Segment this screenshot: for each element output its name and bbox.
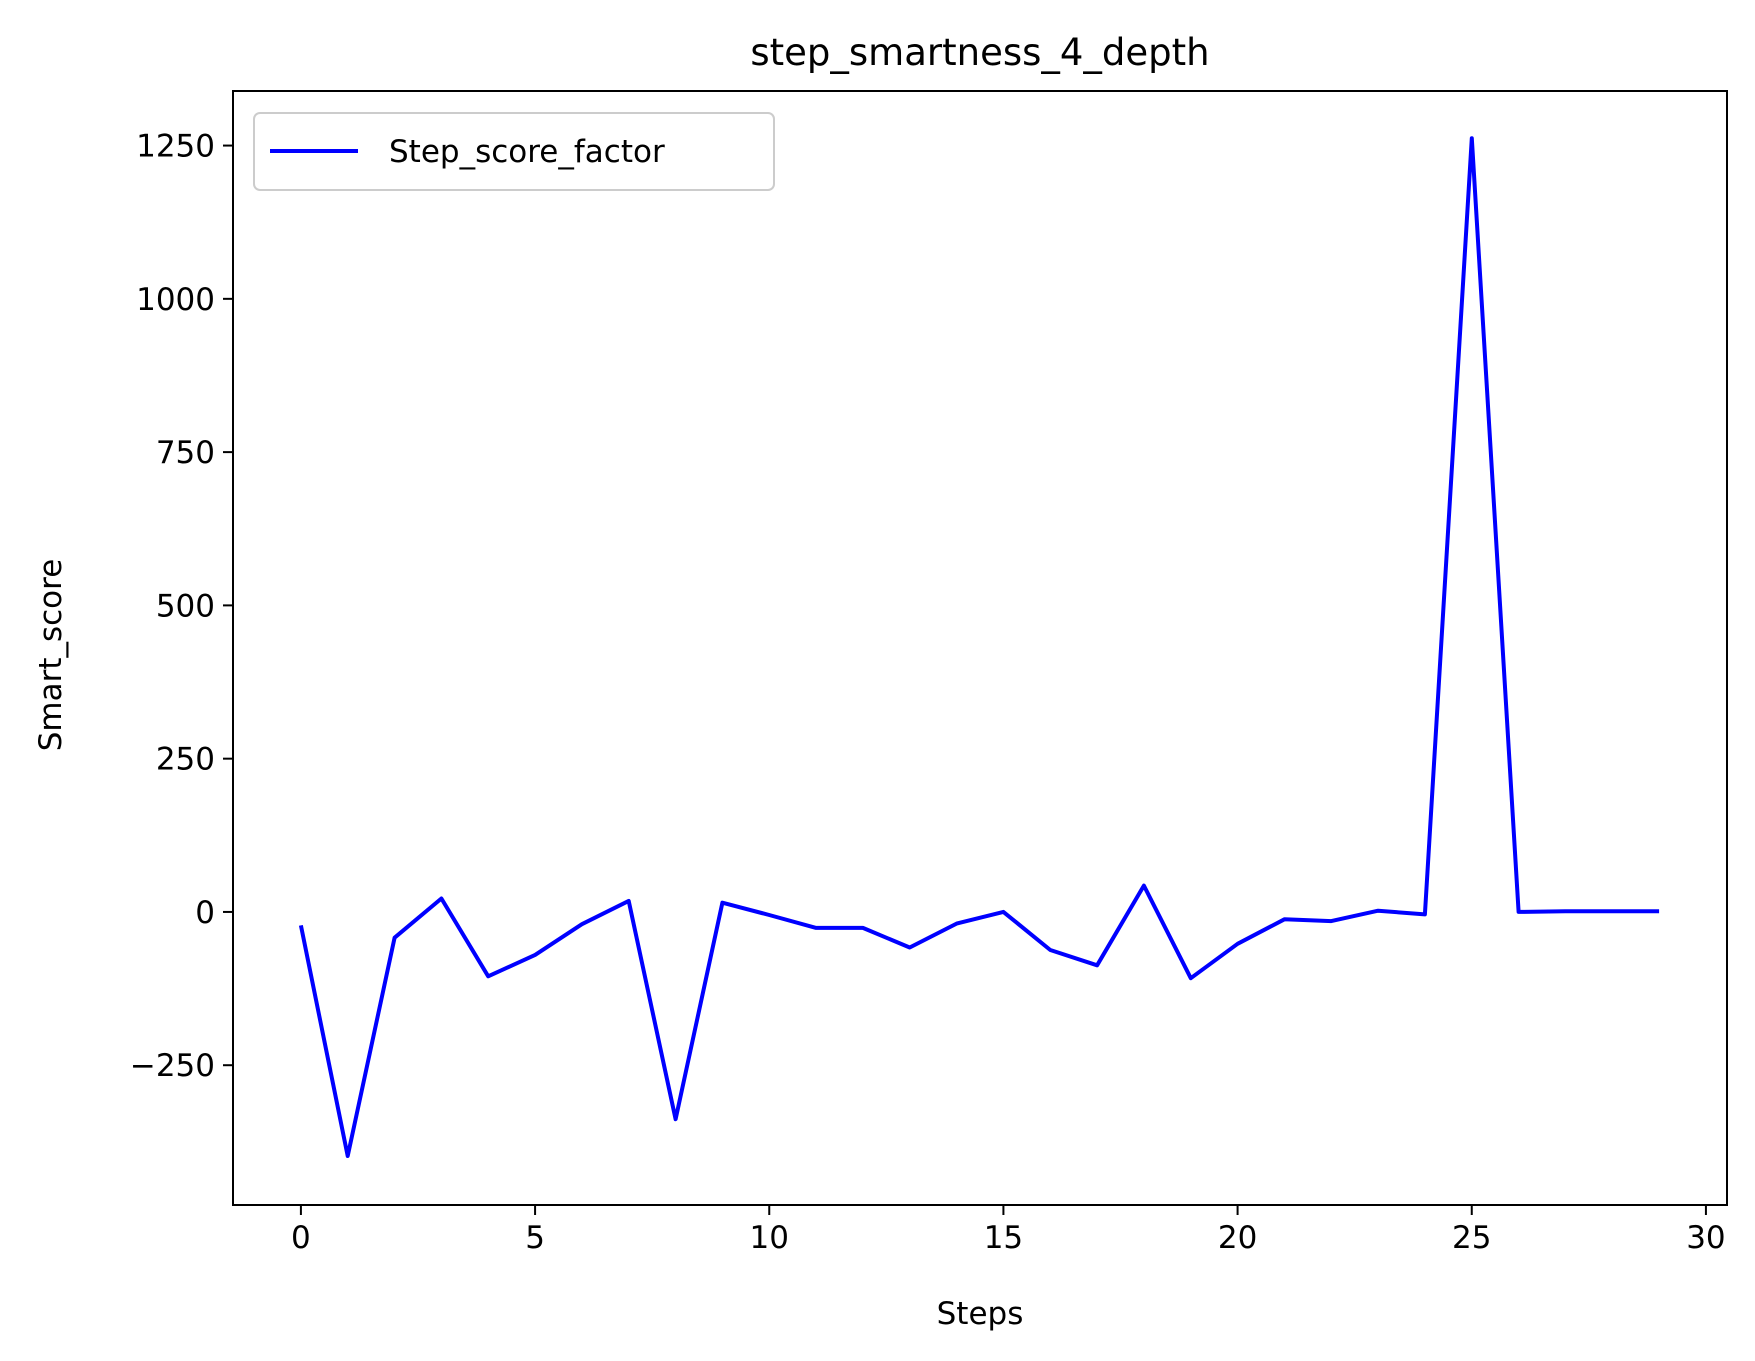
x-tick-label: 15 [984,1220,1023,1256]
y-axis-label: Smart_score [33,559,69,752]
y-tick-label: 1000 [136,282,215,318]
x-axis-label: Steps [937,1296,1024,1332]
y-tick-label: 250 [156,742,215,778]
y-axis: −250 0 250 500 750 1000 1250 [130,129,233,1084]
x-tick-label: 30 [1686,1220,1725,1256]
legend-label-step-score-factor: Step_score_factor [389,134,665,170]
y-tick-label: 1250 [136,129,215,165]
y-tick-label: 750 [156,435,215,471]
x-axis: 0 5 10 15 20 25 30 [291,1205,1726,1256]
x-tick-label: 10 [750,1220,789,1256]
chart-title: step_smartness_4_depth [750,31,1209,74]
y-tick-label: −250 [130,1048,215,1084]
x-tick-label: 5 [525,1220,545,1256]
plot-frame [232,90,1728,1206]
series-layer [298,136,1660,1158]
y-tick-label: 0 [195,895,215,931]
x-tick-label: 25 [1452,1220,1491,1256]
legend: Step_score_factor [253,112,775,191]
series-line-step-score-factor [298,136,1660,1158]
y-tick-label: 500 [156,588,215,624]
x-tick-label: 0 [291,1220,311,1256]
legend-box [253,112,775,191]
x-tick-label: 20 [1218,1220,1257,1256]
